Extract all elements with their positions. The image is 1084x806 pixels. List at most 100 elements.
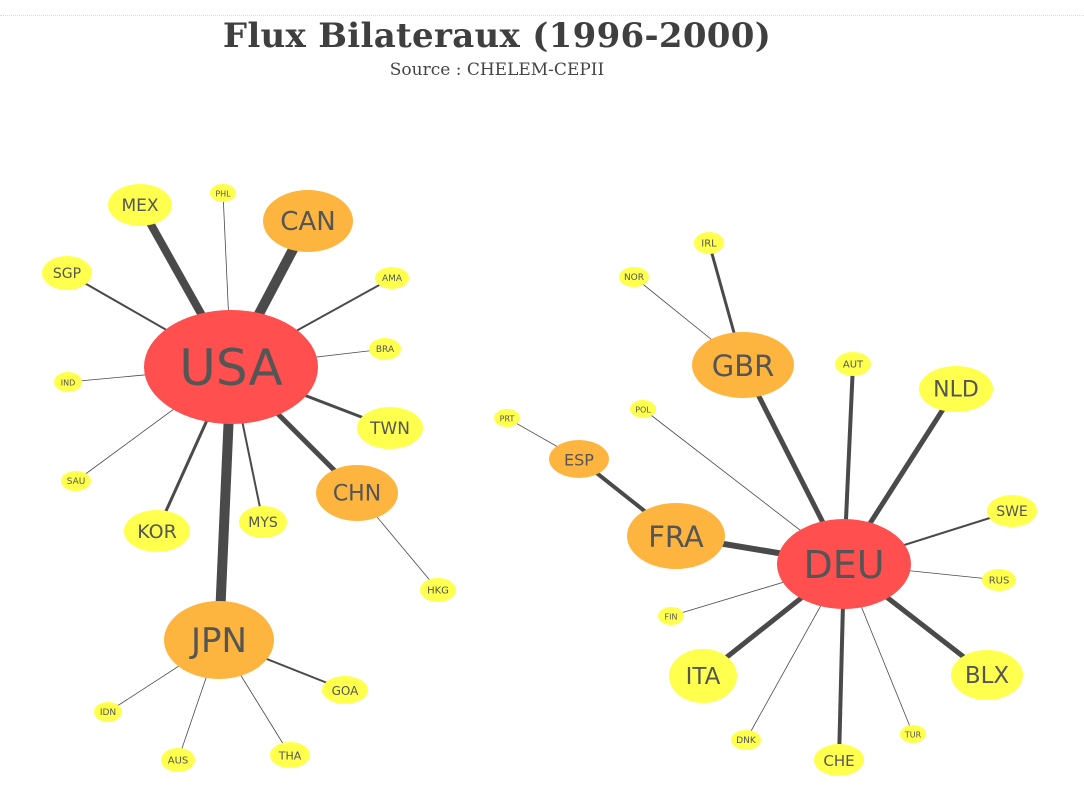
node-sau[interactable]: SAU <box>61 471 91 491</box>
node-shape <box>164 601 274 679</box>
node-shape <box>731 730 761 750</box>
node-pol[interactable]: POL <box>630 400 656 418</box>
node-hkg[interactable]: HKG <box>420 578 456 602</box>
node-label: AUT <box>843 360 864 371</box>
node-shape <box>375 267 409 289</box>
node-label: CHE <box>823 752 854 770</box>
node-shape <box>270 742 310 768</box>
node-label: BRA <box>376 345 395 355</box>
node-swe[interactable]: SWE <box>987 495 1037 527</box>
node-label: SWE <box>996 504 1028 520</box>
node-mys[interactable]: MYS <box>239 506 287 538</box>
node-shape <box>694 232 724 254</box>
node-kor[interactable]: KOR <box>124 510 190 552</box>
node-label: SGP <box>53 266 81 282</box>
node-shape <box>658 607 684 625</box>
node-label: KOR <box>137 521 177 543</box>
node-shape <box>919 366 993 412</box>
node-shape <box>42 256 92 290</box>
node-label: ESP <box>564 451 594 470</box>
node-tur[interactable]: TUR <box>900 725 926 743</box>
node-can[interactable]: CAN <box>263 190 353 252</box>
node-label: RUS <box>989 576 1010 587</box>
node-shape <box>619 267 649 287</box>
node-fin[interactable]: FIN <box>658 607 684 625</box>
node-ind[interactable]: IND <box>54 372 82 392</box>
top-divider <box>0 15 1084 16</box>
node-label: THA <box>278 750 302 763</box>
node-shape <box>627 503 725 569</box>
node-shape <box>263 190 353 252</box>
node-twn[interactable]: TWN <box>357 407 423 449</box>
node-prt[interactable]: PRT <box>494 409 520 427</box>
node-label: PRT <box>500 415 515 424</box>
node-aut[interactable]: AUT <box>835 352 871 376</box>
node-sgp[interactable]: SGP <box>42 256 92 290</box>
node-label: DNK <box>736 736 757 746</box>
node-ama[interactable]: AMA <box>375 267 409 289</box>
node-label: BLX <box>965 663 1010 689</box>
node-shape <box>239 506 287 538</box>
node-nld[interactable]: NLD <box>919 366 993 412</box>
node-label: TWN <box>369 419 410 439</box>
node-jpn[interactable]: JPN <box>164 601 274 679</box>
node-phl[interactable]: PHL <box>210 184 236 202</box>
node-shape <box>210 184 236 202</box>
node-fra[interactable]: FRA <box>627 503 725 569</box>
node-label: GOA <box>332 684 360 698</box>
node-tha[interactable]: THA <box>270 742 310 768</box>
node-label: DEU <box>803 543 884 587</box>
node-label: AMA <box>382 274 403 284</box>
node-shape <box>900 725 926 743</box>
node-blx[interactable]: BLX <box>951 650 1023 700</box>
node-mex[interactable]: MEX <box>108 184 172 226</box>
node-label: GBR <box>712 349 775 383</box>
node-chn[interactable]: CHN <box>316 465 398 521</box>
node-shape <box>357 407 423 449</box>
node-rus[interactable]: RUS <box>982 569 1016 591</box>
node-shape <box>630 400 656 418</box>
node-nor[interactable]: NOR <box>619 267 649 287</box>
node-label: CHN <box>333 482 381 507</box>
node-shape <box>322 676 368 704</box>
node-goa[interactable]: GOA <box>322 676 368 704</box>
node-label: NLD <box>933 378 979 403</box>
node-ita[interactable]: ITA <box>669 649 737 703</box>
node-label: PHL <box>215 190 231 199</box>
node-label: JPN <box>189 621 247 661</box>
node-bra[interactable]: BRA <box>369 338 401 360</box>
node-shape <box>951 650 1023 700</box>
node-label: HKG <box>427 586 449 597</box>
node-label: MYS <box>248 515 278 531</box>
node-label: NOR <box>624 273 644 283</box>
node-dnk[interactable]: DNK <box>731 730 761 750</box>
node-label: IRL <box>701 239 717 250</box>
node-aus[interactable]: AUS <box>161 748 195 772</box>
node-shape <box>814 744 864 776</box>
node-label: IND <box>61 379 76 388</box>
node-shape <box>124 510 190 552</box>
node-esp[interactable]: ESP <box>549 440 609 478</box>
node-shape <box>94 702 122 722</box>
node-shape <box>982 569 1016 591</box>
node-deu[interactable]: DEU <box>777 519 911 609</box>
node-idn[interactable]: IDN <box>94 702 122 722</box>
node-label: FIN <box>665 613 678 622</box>
node-shape <box>777 519 911 609</box>
node-layer: USA JPN CAN CHN MEX PHL SGP AMA BRA IND TWN SAU KOR M… <box>42 184 1037 776</box>
node-label: FRA <box>648 520 704 554</box>
node-che[interactable]: CHE <box>814 744 864 776</box>
node-shape <box>549 440 609 478</box>
node-label: IDN <box>100 708 116 718</box>
node-label: SAU <box>67 477 86 487</box>
node-label: TUR <box>904 731 922 740</box>
node-irl[interactable]: IRL <box>694 232 724 254</box>
node-shape <box>316 465 398 521</box>
node-label: ITA <box>686 664 721 690</box>
node-label: CAN <box>280 207 335 237</box>
node-gbr[interactable]: GBR <box>692 332 794 398</box>
node-shape <box>144 310 318 424</box>
node-usa[interactable]: USA <box>144 310 318 424</box>
node-label: POL <box>635 406 651 415</box>
